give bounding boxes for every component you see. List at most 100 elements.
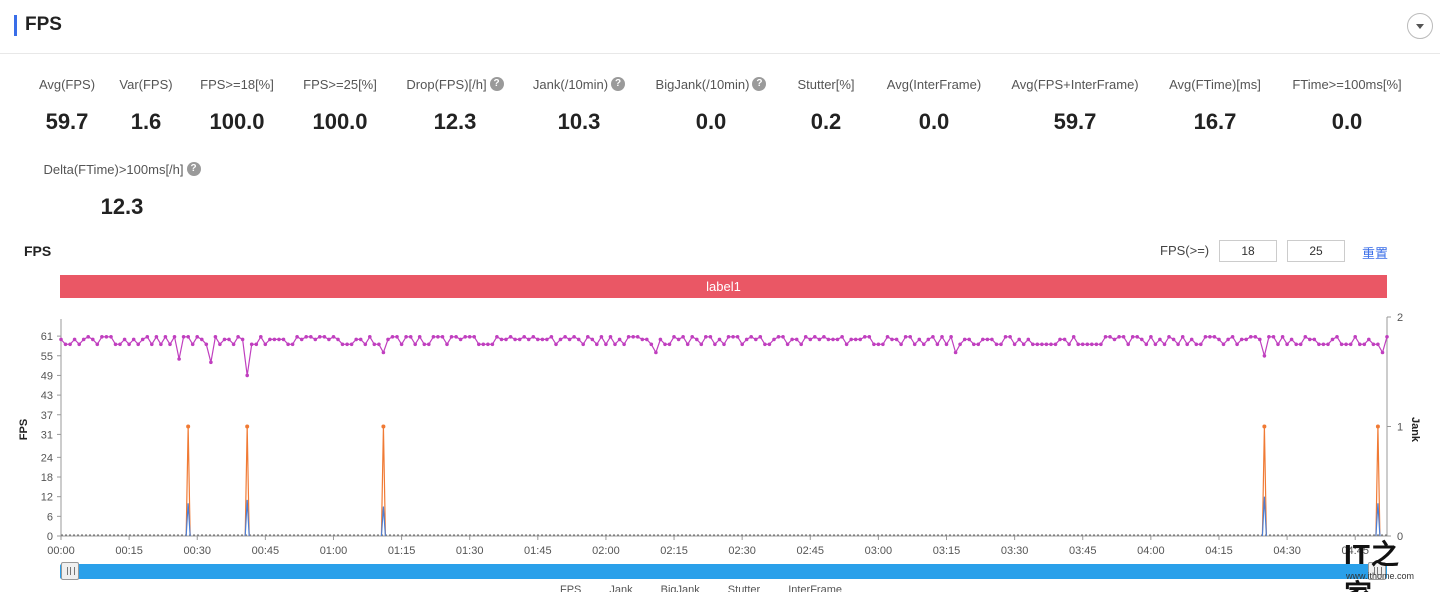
fps-point (722, 342, 726, 347)
fps-point (1376, 342, 1380, 347)
fps-point (268, 337, 272, 342)
bigjank-spike (1261, 496, 1267, 537)
fps-point (853, 337, 858, 342)
metric-label-text: Avg(FPS) (38, 76, 96, 92)
fps-point (95, 342, 100, 347)
fps-point (1090, 342, 1094, 347)
fps-point (1167, 335, 1171, 339)
metric-label-text: Avg(FPS+InterFrame) (1011, 76, 1139, 92)
fps-point (309, 335, 313, 339)
fps-point (526, 337, 531, 342)
fps-point (1335, 335, 1339, 339)
fps-point (381, 350, 386, 355)
fps-point (249, 342, 254, 347)
legend-item-stutter[interactable]: Stutter (727, 584, 761, 592)
fps-point (372, 342, 377, 347)
fps-point (844, 342, 849, 347)
metric-label-text: BigJank(/10min) (655, 76, 750, 92)
x-tick-label: 01:15 (388, 545, 416, 557)
fps-point (1035, 342, 1040, 347)
fps-point (695, 337, 699, 342)
collapse-chevron-icon[interactable] (1407, 13, 1433, 39)
zoom-slider-right-handle[interactable] (1368, 562, 1386, 580)
fps-point (1317, 342, 1321, 347)
fps-point (313, 337, 318, 342)
fps-point (931, 335, 935, 339)
metric-value: 59.7 (45, 109, 89, 134)
fps-point (1244, 337, 1248, 342)
fps-threshold-input-2[interactable] (1287, 240, 1345, 262)
metric-label-text: Avg(InterFrame) (886, 76, 982, 92)
metric-label-text: Drop(FPS)[/h] (406, 76, 487, 92)
fps-threshold-input-1[interactable] (1219, 240, 1277, 262)
fps-point (595, 342, 599, 347)
help-icon[interactable]: ? (186, 162, 201, 176)
fps-point (676, 337, 681, 342)
metric-card: BigJank(/10min)? 0.0 (621, 75, 801, 135)
legend-item-bigjank[interactable]: BigJank (660, 584, 700, 592)
fps-point (1121, 335, 1126, 339)
fps-point (1194, 342, 1199, 347)
fps-point (481, 342, 486, 347)
bigjank-spike (1375, 503, 1381, 537)
fps-point (213, 335, 218, 339)
legend-item-interframe[interactable]: InterFrame (788, 584, 842, 592)
help-icon[interactable]: ? (611, 77, 626, 91)
fps-point (667, 342, 672, 347)
fps-point (1230, 335, 1235, 339)
fps-point (436, 335, 440, 339)
fps-point (395, 335, 399, 339)
y-tick-label: 43 (41, 390, 53, 402)
metric-label: Avg(InterFrame) (844, 75, 1024, 93)
fps-point (1385, 335, 1389, 339)
fps-point (477, 342, 481, 347)
x-tick-label: 04:30 (1273, 545, 1301, 557)
fps-point (586, 335, 590, 339)
metric-card: Avg(FPS+InterFrame) 59.7 (985, 75, 1165, 135)
fps-point (1053, 342, 1058, 347)
fps-point (831, 337, 835, 342)
legend-item-jank[interactable]: Jank (609, 584, 633, 592)
fps-point (1112, 337, 1117, 342)
fps-point (894, 337, 899, 342)
reset-link[interactable]: 重置 (1362, 246, 1389, 261)
section-header: FPS (0, 0, 1440, 54)
fps-point (504, 337, 508, 342)
fps-point (940, 335, 944, 339)
fps-point (154, 335, 159, 339)
help-icon[interactable]: ? (752, 77, 767, 91)
fps-point (1308, 337, 1312, 342)
x-tick-label: 04:00 (1137, 545, 1165, 557)
fps-point (640, 337, 645, 342)
fps-point (1321, 342, 1326, 347)
help-icon[interactable]: ? (489, 77, 504, 91)
fps-point (231, 342, 236, 347)
fps-point (1362, 342, 1367, 347)
zoom-slider-left-handle[interactable] (61, 562, 79, 580)
fps-point (1103, 335, 1108, 339)
zoom-slider-track[interactable] (60, 564, 1387, 579)
x-tick-label: 03:00 (865, 545, 893, 557)
fps-point (704, 335, 708, 339)
fps-point (449, 335, 454, 339)
fps-point (1344, 342, 1348, 347)
fps-point (822, 335, 826, 339)
y-tick-label: 0 (47, 531, 53, 543)
fps-point (345, 342, 349, 347)
fps-point (440, 335, 445, 339)
fps-point (131, 337, 136, 342)
fps-point (445, 342, 449, 347)
fps-point (1208, 335, 1212, 339)
fps-point (113, 342, 118, 347)
fps-point (490, 342, 495, 347)
metric-label-text: Stutter[%] (797, 76, 855, 92)
watermark-logo-text: IT之家 (1344, 539, 1400, 592)
fps-point (908, 335, 912, 339)
fps-point (617, 337, 622, 342)
label-band[interactable]: label1 (60, 275, 1387, 298)
fps-point (554, 342, 558, 347)
fps-point (259, 335, 263, 339)
legend-item-fps[interactable]: FPS (560, 584, 582, 592)
fps-point (1358, 342, 1362, 347)
